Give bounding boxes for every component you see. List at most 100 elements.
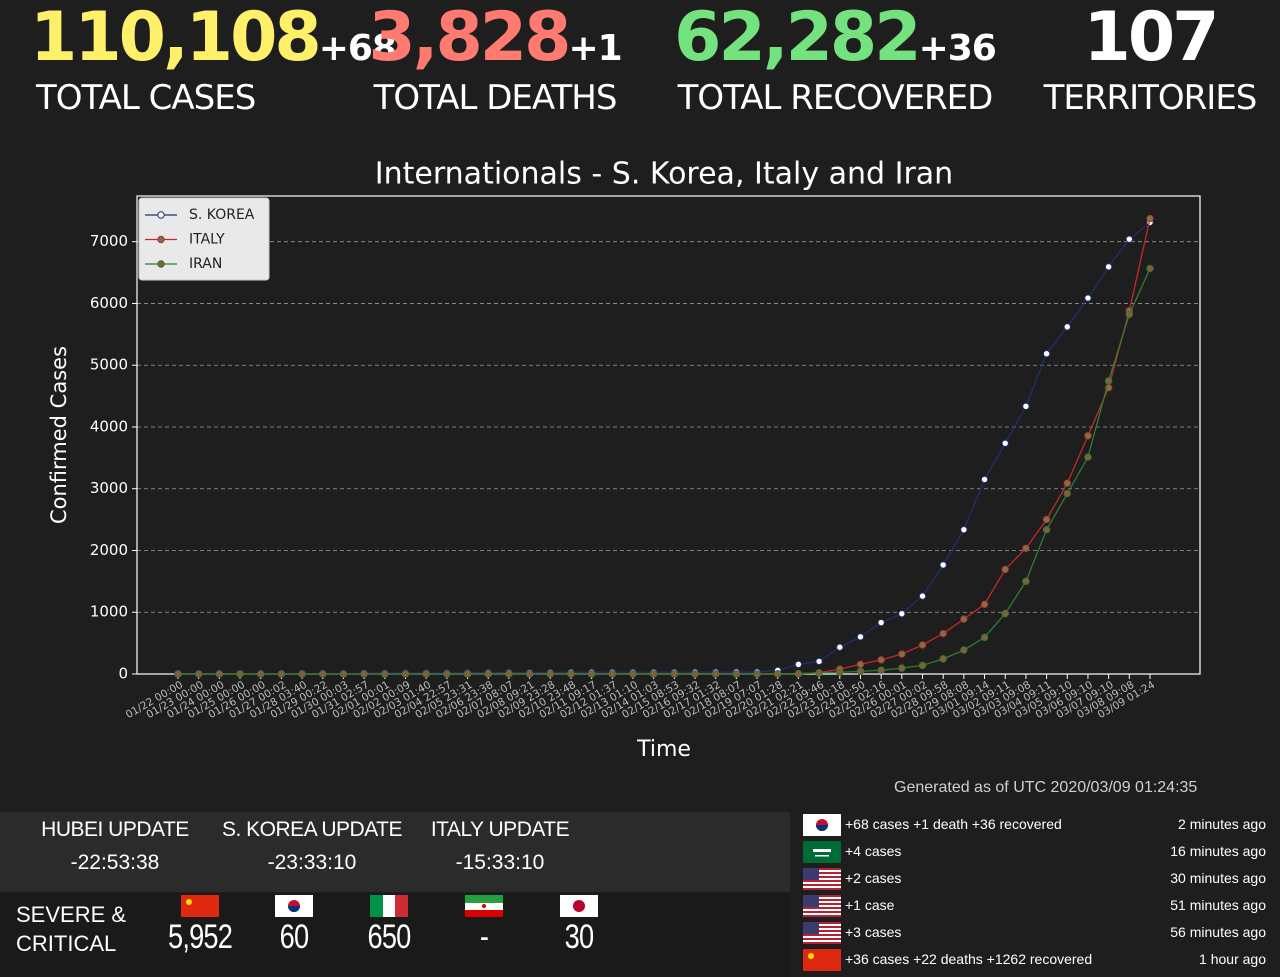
point — [856, 660, 865, 669]
y-tick-label: 3000 — [90, 479, 128, 497]
severe-label: SEVERE & CRITICAL — [16, 902, 127, 956]
point — [360, 670, 368, 678]
point — [939, 655, 947, 663]
point — [174, 670, 182, 678]
point — [194, 670, 203, 678]
point — [918, 661, 927, 670]
point — [898, 609, 906, 618]
stat-delta: +36 — [918, 28, 997, 69]
point — [1001, 439, 1009, 447]
feed-time: 2 minutes ago — [1178, 816, 1266, 832]
chart: Internationals - S. Korea, Italy and Ira… — [47, 157, 1201, 762]
point — [1022, 544, 1030, 552]
point — [732, 670, 741, 678]
stat-delta: +68 — [318, 28, 397, 69]
point — [319, 670, 327, 678]
point — [1042, 350, 1051, 358]
stat-delta: +1 — [568, 28, 622, 69]
point — [815, 657, 823, 666]
point — [1104, 263, 1113, 271]
point — [1001, 609, 1009, 618]
feed-item: +2 cases 30 minutes ago — [800, 866, 1270, 893]
point — [463, 670, 472, 678]
point — [980, 600, 989, 609]
point — [918, 592, 927, 600]
severe-count: 60 — [279, 918, 309, 956]
flag-korea — [803, 814, 841, 836]
point — [546, 670, 554, 678]
legend-label: ITALY — [189, 232, 225, 248]
legend-box — [138, 197, 270, 281]
stat: 110,108+68 TOTAL CASES — [30, 0, 397, 120]
feed-item: +3 cases 56 minutes ago — [800, 920, 1270, 947]
feed-item: +4 cases 16 minutes ago — [800, 839, 1270, 866]
stat-value: 3,828 — [368, 0, 571, 77]
legend-marker — [157, 211, 165, 219]
flag-china — [803, 949, 841, 971]
point — [1063, 323, 1071, 331]
feed-time: 30 minutes ago — [1170, 870, 1266, 886]
legend-label: IRAN — [189, 256, 222, 272]
point — [567, 670, 575, 678]
point — [794, 660, 803, 669]
feed-text: +2 cases — [845, 870, 902, 886]
stat-value: 107 — [1083, 0, 1220, 77]
point — [298, 670, 306, 678]
feed-text: +4 cases — [845, 843, 902, 859]
point — [856, 667, 865, 676]
y-tick-label: 7000 — [90, 232, 128, 250]
point — [339, 670, 348, 678]
point — [1084, 453, 1092, 461]
feed-text: +3 cases — [845, 924, 902, 940]
feed-text: +36 cases +22 deaths +1262 recovered — [845, 951, 1093, 967]
point — [1125, 310, 1134, 319]
point — [960, 525, 968, 534]
feed-time: 51 minutes ago — [1170, 897, 1266, 913]
x-axis-label: Time — [636, 737, 691, 762]
feed-item: +1 case 51 minutes ago — [800, 893, 1270, 920]
flag-china — [181, 895, 219, 917]
severe-count: 5,952 — [168, 918, 233, 956]
feed-time: 1 hour ago — [1199, 951, 1266, 967]
point — [960, 646, 968, 654]
point — [980, 633, 989, 642]
point — [877, 618, 885, 627]
y-tick-label: 5000 — [90, 356, 128, 374]
point — [1084, 432, 1092, 440]
point — [691, 670, 699, 678]
stat-label: TOTAL RECOVERED — [677, 78, 994, 118]
stat: 62,282+36 TOTAL RECOVERED — [650, 0, 1020, 120]
update-time: -23:33:10 — [267, 851, 357, 874]
feed-item: +68 cases +1 death +36 recovered 2 minute… — [800, 812, 1270, 839]
point — [649, 670, 658, 678]
point — [381, 670, 389, 678]
stat-value: 110,108 — [30, 0, 322, 77]
update: HUBEI UPDATE -22:53:38 — [20, 818, 210, 875]
legend: S. KOREA ITALY IRAN — [138, 197, 270, 281]
plot-area — [137, 196, 1200, 674]
update-time: -15:33:10 — [455, 851, 545, 874]
point — [980, 475, 989, 484]
update-band — [0, 812, 790, 892]
flag-italy — [370, 895, 408, 917]
point — [670, 670, 679, 678]
point — [401, 670, 410, 678]
severe-count: 650 — [367, 918, 412, 956]
point — [774, 670, 782, 678]
point — [236, 670, 244, 678]
y-tick-label: 1000 — [90, 603, 128, 621]
point — [1063, 489, 1071, 498]
flag-usa — [803, 922, 841, 944]
point — [939, 629, 947, 638]
update: ITALY UPDATE -15:33:10 — [410, 818, 590, 875]
point — [794, 669, 803, 678]
point — [1022, 577, 1030, 586]
point — [257, 670, 265, 678]
feed-time: 56 minutes ago — [1170, 924, 1266, 940]
update-label: HUBEI UPDATE — [41, 818, 189, 841]
point — [918, 641, 927, 649]
point — [505, 670, 513, 678]
point — [712, 670, 720, 678]
y-axis-label: Confirmed Cases — [47, 346, 71, 524]
point — [836, 668, 844, 676]
